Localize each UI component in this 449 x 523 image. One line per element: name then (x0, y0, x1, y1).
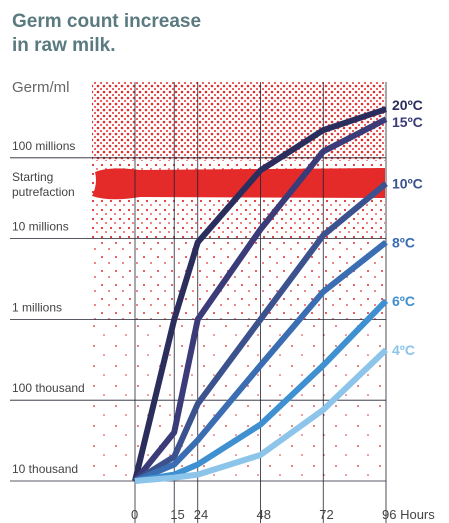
y-tick-label: 100 thousand (12, 381, 85, 395)
series-line (133, 181, 388, 484)
y-tick-label: 1 millions (12, 300, 62, 314)
x-tick-label: 24 (194, 507, 208, 522)
series-line (132, 116, 388, 483)
series-line (134, 347, 389, 484)
putrefaction-band (92, 168, 385, 200)
y-tick-label: 10 millions (12, 220, 69, 234)
x-tick-label: 15 (170, 507, 184, 522)
y-axis-label: Germ/ml (12, 79, 70, 96)
series-line (133, 239, 388, 484)
x-tick-label: 48 (257, 507, 271, 522)
series-line (132, 106, 387, 482)
series-label: 6ºC (392, 293, 415, 309)
y-tick-label: 100 millions (12, 139, 75, 153)
title-line: Germ count increase (12, 11, 201, 32)
x-tick-label: 96 Hours (382, 507, 435, 522)
series-label: 4ºC (392, 342, 415, 358)
chart-title-line-1: Germ count increase in raw milk. (12, 11, 201, 56)
series-label: 10ºC (392, 176, 423, 192)
annotation-line: Starting (12, 170, 53, 184)
title-line: in raw milk. (12, 35, 115, 56)
series-label: 8ºC (392, 234, 415, 250)
x-tick-label: 72 (319, 507, 333, 522)
series-label: 15ºC (392, 114, 423, 130)
annotation-line: putrefaction (12, 185, 75, 199)
y-tick-label: 10 thousand (12, 462, 78, 476)
annotation: Starting putrefaction (12, 170, 75, 199)
series-label: 20ºC (392, 97, 423, 113)
x-tick-label: 0 (131, 507, 138, 522)
